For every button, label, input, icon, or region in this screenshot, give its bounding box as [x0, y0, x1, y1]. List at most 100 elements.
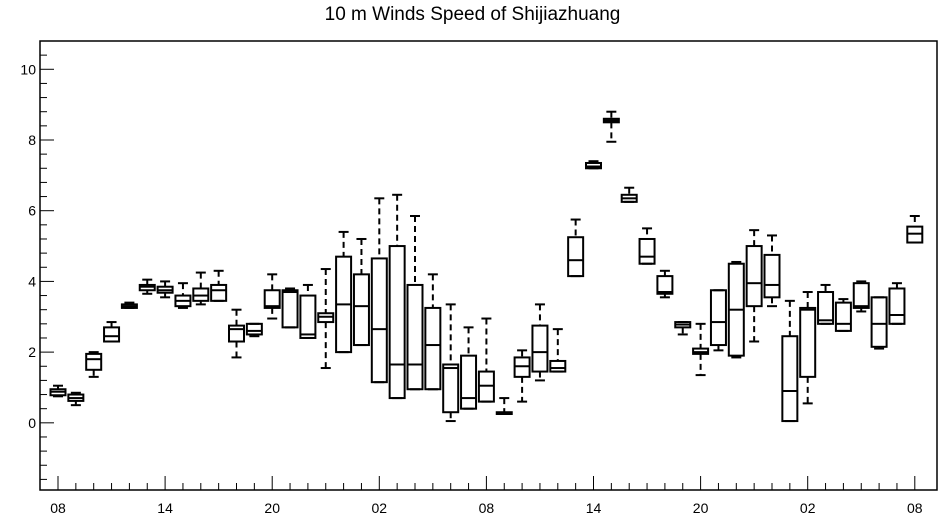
- box-item: [620, 186, 638, 203]
- box-rect: [817, 291, 835, 325]
- box-item: [85, 351, 103, 378]
- box-item: [656, 269, 674, 299]
- x-tick-label: 20: [264, 500, 280, 516]
- box-item: [763, 234, 781, 308]
- box-rect: [281, 289, 299, 329]
- box-rect: [460, 354, 478, 410]
- box-item: [674, 321, 692, 336]
- box-item: [817, 283, 835, 325]
- box-item: [852, 280, 870, 313]
- box-item: [567, 218, 585, 278]
- box-rect: [567, 236, 585, 278]
- x-tick-label: 14: [157, 500, 173, 516]
- x-tick-label: 02: [372, 500, 388, 516]
- box-rect: [352, 273, 370, 347]
- box-rect: [549, 359, 567, 373]
- box-item: [156, 280, 174, 299]
- box-rect: [852, 282, 870, 309]
- box-item: [870, 296, 888, 350]
- box-item: [692, 322, 710, 377]
- box-rect: [263, 289, 281, 309]
- box-item: [727, 260, 745, 359]
- box-item: [335, 230, 353, 354]
- box-rect: [745, 245, 763, 308]
- box-rect: [709, 289, 727, 347]
- box-rect: [442, 363, 460, 414]
- box-rect: [388, 245, 406, 400]
- box-rect: [228, 324, 245, 343]
- box-item: [799, 291, 817, 405]
- box-item: [263, 273, 281, 320]
- box-item: [602, 110, 620, 143]
- box-rect: [210, 283, 228, 302]
- box-item: [245, 322, 263, 338]
- x-axis: 08 14 20 02 08 14 20 02 08: [50, 476, 923, 516]
- x-tick-label: 08: [479, 500, 495, 516]
- box-item: [834, 298, 852, 332]
- box-item: [709, 289, 727, 352]
- box-rect: [103, 326, 121, 343]
- box-item: [442, 303, 460, 423]
- y-tick-label: 10: [20, 61, 36, 77]
- box-item: [424, 273, 442, 391]
- box-item: [638, 227, 656, 265]
- box-item: [352, 237, 370, 347]
- box-item: [906, 215, 924, 244]
- box-item: [406, 215, 424, 391]
- box-item: [745, 229, 763, 343]
- y-tick-label: 8: [28, 132, 36, 148]
- box-series: [49, 110, 924, 423]
- box-item: [317, 268, 335, 370]
- box-item: [495, 397, 513, 415]
- y-axis: 0 2 4 6 8 10: [20, 40, 54, 480]
- box-item: [370, 197, 388, 384]
- box-rect: [370, 257, 388, 384]
- box-item: [781, 299, 799, 423]
- x-tick-label: 20: [693, 500, 709, 516]
- box-rect: [638, 237, 656, 265]
- box-item: [192, 271, 210, 306]
- box-item: [477, 317, 495, 403]
- box-rect: [799, 306, 817, 378]
- box-item: [460, 326, 478, 410]
- box-item: [549, 328, 567, 373]
- box-rect: [781, 335, 799, 423]
- box-rect: [888, 287, 906, 325]
- box-item: [585, 160, 602, 170]
- box-rect: [834, 301, 852, 332]
- x-tick-label: 08: [907, 500, 923, 516]
- box-rect: [656, 275, 674, 295]
- box-item: [138, 278, 156, 295]
- x-tick-label: 08: [50, 500, 66, 516]
- box-rect: [870, 296, 888, 348]
- box-item: [120, 301, 138, 309]
- box-item: [174, 282, 192, 309]
- y-tick-label: 4: [28, 273, 36, 289]
- box-item: [67, 391, 85, 407]
- box-rect: [531, 324, 549, 373]
- box-item: [388, 193, 406, 400]
- box-item: [299, 283, 317, 339]
- box-rect: [85, 352, 103, 371]
- box-item: [49, 384, 67, 398]
- box-item: [281, 287, 299, 329]
- box-item: [210, 269, 228, 302]
- box-rect: [424, 306, 442, 391]
- box-item: [228, 308, 245, 359]
- box-item: [513, 349, 531, 403]
- y-tick-label: 2: [28, 344, 36, 360]
- box-item: [888, 282, 906, 325]
- box-rect: [245, 322, 263, 336]
- box-rect: [299, 294, 317, 339]
- box-rect: [406, 283, 424, 391]
- box-item: [103, 321, 121, 343]
- chart-title: 10 m Winds Speed of Shijiazhuang: [324, 4, 621, 25]
- y-tick-label: 6: [28, 203, 36, 219]
- y-tick-label: 0: [28, 415, 36, 431]
- plot-frame: [39, 40, 938, 491]
- box-item: [531, 303, 549, 382]
- box-rect: [763, 253, 781, 299]
- x-tick-label: 14: [586, 500, 602, 516]
- x-tick-label: 02: [800, 500, 816, 516]
